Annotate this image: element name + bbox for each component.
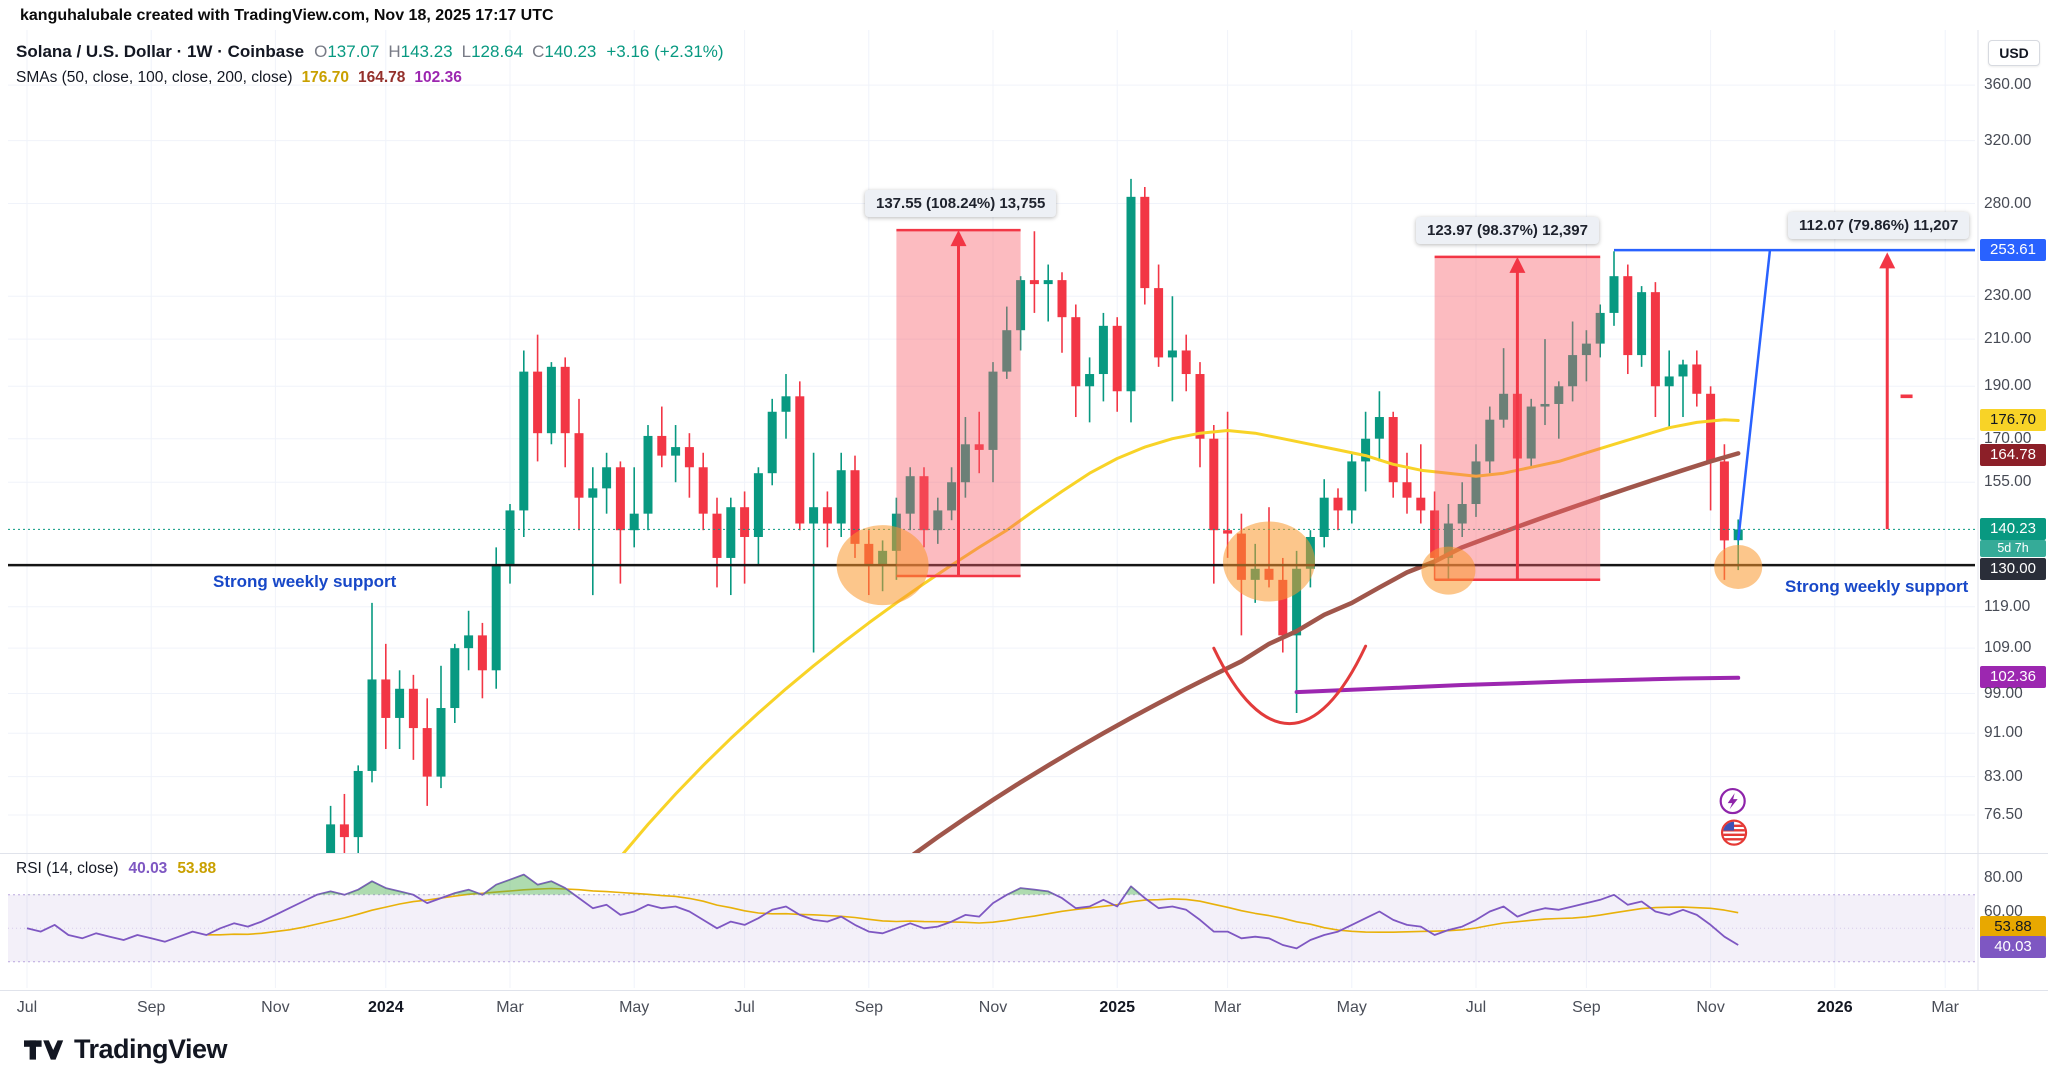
price-tick-label: 190.00: [1984, 377, 2032, 395]
price-range-measure-2[interactable]: [1434, 255, 1601, 581]
support-text-right[interactable]: Strong weekly support: [1785, 577, 1969, 596]
support-text-left[interactable]: Strong weekly support: [213, 572, 397, 591]
symbol-title[interactable]: Solana / U.S. Dollar · 1W · Coinbase: [16, 42, 305, 61]
ohlc-readout: O137.07 H143.23 L128.64 C140.23: [314, 42, 596, 62]
price-tick-label: 320.00: [1984, 131, 2032, 149]
measure-label-1[interactable]: 137.55 (108.24%) 13,755: [865, 190, 1057, 217]
sma200-price-label: 102.36: [1980, 666, 2046, 688]
price-tick-label: 109.00: [1984, 639, 2032, 657]
rsi-tick-label: 60.00: [1984, 902, 2023, 920]
price-tick-label: 83.00: [1984, 767, 2023, 785]
time-axis-month-label: Jul: [16, 999, 38, 1016]
rsi-ma-line: [206, 887, 1739, 936]
price-range-measure-1[interactable]: [896, 228, 1021, 578]
price-tick-label: 360.00: [1984, 76, 2032, 94]
price-change: +3.16 (+2.31%): [606, 42, 724, 61]
time-axis-month-label: Sep: [136, 999, 166, 1016]
rsi-indicator-header[interactable]: RSI (14, close) 40.03 53.88: [16, 860, 216, 878]
time-axis-year-label: 2024: [368, 999, 404, 1016]
price-tick-label: 210.00: [1984, 330, 2032, 348]
ohlc-high: H143.23: [388, 42, 453, 61]
tradingview-footer: TradingView: [24, 1034, 228, 1065]
time-axis-month-label: Nov: [1696, 999, 1725, 1016]
sma50-price-label: 176.70: [1980, 409, 2046, 431]
rsi-ma-value: 53.88: [177, 860, 217, 877]
time-axis-month-label: Mar: [1213, 999, 1242, 1016]
time-axis-year-label: 2026: [1817, 999, 1853, 1016]
projection-line[interactable]: [1736, 250, 1772, 541]
chart-legend: Solana / U.S. Dollar · 1W · Coinbase O13…: [16, 42, 724, 87]
lightning-sticker[interactable]: [1719, 787, 1746, 815]
sma200-line: [1294, 675, 1741, 695]
time-axis-month-label: Mar: [496, 999, 524, 1016]
sma200-value: 102.36: [414, 69, 462, 86]
time-axis-month-label: Sep: [1572, 999, 1601, 1016]
measure-mid-tick: [1900, 394, 1913, 399]
sma-indicator-header[interactable]: SMAs (50, close, 100, close, 200, close)…: [16, 69, 724, 87]
time-axis-month-label: Sep: [854, 999, 884, 1016]
price-tick-label: 76.50: [1984, 806, 2023, 823]
sma100-price-label: 164.78: [1980, 444, 2046, 466]
price-tick-label: 280.00: [1984, 194, 2032, 212]
highlight-circle-2[interactable]: [1223, 521, 1315, 602]
currency-toggle-button[interactable]: USD: [1988, 40, 2040, 66]
highlight-circle-4[interactable]: [1714, 544, 1763, 589]
rsi-value: 40.03: [128, 860, 168, 877]
highlight-circle-3[interactable]: [1421, 546, 1476, 595]
time-axis-month-label: Jul: [1465, 999, 1487, 1016]
time-axis-month-label: Nov: [261, 999, 290, 1016]
sma-indicator-title: SMAs (50, close, 100, close, 200, close): [16, 69, 293, 86]
highlight-circle-1[interactable]: [836, 525, 929, 606]
ohlc-low: L128.64: [461, 42, 524, 61]
resistance-price-label: 253.61: [1980, 239, 2046, 261]
measure-label-3[interactable]: 112.07 (79.86%) 11,207: [1788, 212, 1970, 239]
price-tick-label: 170.00: [1984, 429, 2032, 447]
time-axis-month-label: Mar: [1931, 999, 1959, 1016]
sma50-value: 176.70: [301, 69, 349, 86]
tradingview-logo-text[interactable]: TradingView: [74, 1034, 228, 1064]
sma100-line: [911, 451, 1741, 853]
time-axis-month-label: May: [1336, 999, 1367, 1016]
symbol-header: Solana / U.S. Dollar · 1W · Coinbase O13…: [16, 42, 724, 62]
rsi-overbought-fill: [316, 874, 1141, 895]
measure-label-2[interactable]: 123.97 (98.37%) 12,397: [1416, 217, 1599, 244]
ohlc-open: O137.07: [314, 42, 380, 61]
bar-countdown-label: 5d 7h: [1980, 540, 2046, 557]
tradingview-logo-icon[interactable]: [24, 1035, 64, 1065]
sma100-value: 164.78: [357, 69, 406, 86]
support-price-label: 130.00: [1980, 558, 2046, 580]
price-range-measure-3[interactable]: [1879, 252, 1896, 530]
time-axis-month-label: Nov: [978, 999, 1008, 1016]
attribution-text: kanguhalubale created with TradingView.c…: [20, 7, 554, 24]
time-axis-month-label: Jul: [734, 999, 755, 1016]
sma50-line: [621, 418, 1740, 853]
price-tick-label: 91.00: [1984, 724, 2023, 742]
price-tick-label: 119.00: [1984, 597, 2031, 615]
us-flag-sticker[interactable]: [1720, 819, 1748, 846]
bottom-arc-annotation[interactable]: [1212, 644, 1368, 725]
rsi-indicator-title: RSI (14, close): [16, 860, 119, 877]
price-tick-label: 155.00: [1984, 473, 2032, 491]
rsi-ma-axis-label: 53.88: [1980, 916, 2046, 938]
price-tick-label: 230.00: [1984, 287, 2032, 305]
time-axis-month-label: May: [619, 999, 650, 1016]
price-tick-label: 99.00: [1984, 684, 2023, 702]
rsi-line: [26, 873, 1739, 950]
ohlc-close: C140.23: [532, 42, 597, 61]
rsi-tick-label: 80.00: [1984, 869, 2023, 886]
time-axis-year-label: 2025: [1099, 999, 1135, 1016]
rsi-axis-label: 40.03: [1980, 936, 2046, 958]
last-price-label: 140.23: [1980, 518, 2046, 540]
